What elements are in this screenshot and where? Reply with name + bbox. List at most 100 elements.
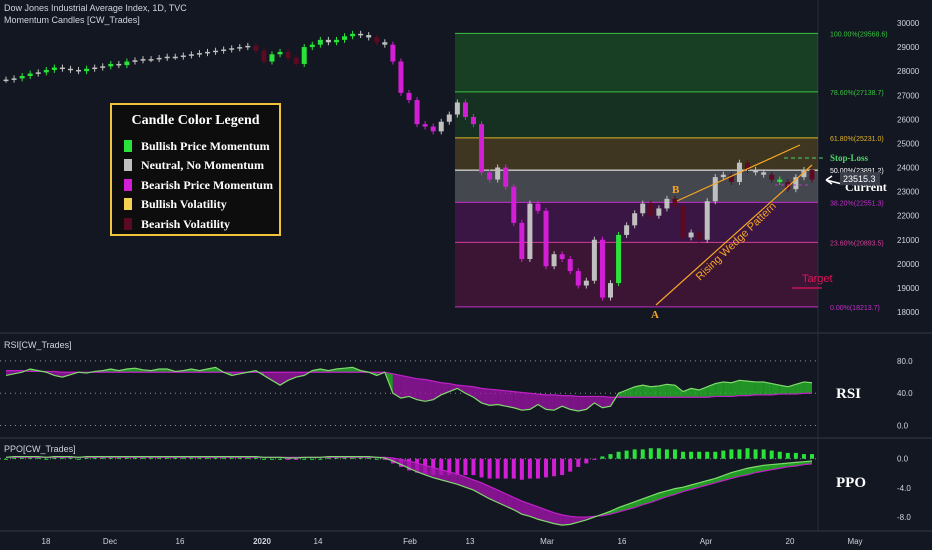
candle-body bbox=[406, 92, 412, 101]
candle-body bbox=[76, 69, 82, 72]
legend-item-bearish-volatility: Bearish Volatility bbox=[124, 217, 230, 232]
ppo-histogram-bar bbox=[471, 458, 476, 476]
candle-body bbox=[253, 45, 259, 51]
candle-body bbox=[213, 50, 219, 53]
target-label: Target bbox=[802, 273, 833, 285]
rsi-fill bbox=[271, 372, 281, 386]
ppo-fill bbox=[755, 465, 764, 473]
price-tick-label: 29000 bbox=[897, 43, 920, 52]
ppo-fill bbox=[674, 487, 684, 495]
candle-body bbox=[688, 232, 694, 238]
ppo-histogram-bar bbox=[68, 457, 73, 459]
fib-level-label: 38.20%(22551.3) bbox=[830, 200, 884, 207]
candle-body bbox=[680, 206, 686, 238]
ppo-histogram-bar bbox=[810, 454, 814, 459]
ppo-histogram-bar bbox=[745, 448, 750, 459]
rsi-fill bbox=[683, 388, 692, 398]
candle-body bbox=[140, 59, 146, 61]
legend-swatch bbox=[124, 140, 132, 152]
rsi-fill bbox=[457, 385, 466, 394]
rsi-fill bbox=[159, 369, 168, 373]
ppo-histogram-bar bbox=[648, 448, 653, 459]
ppo-histogram-bar bbox=[302, 458, 307, 460]
candle-body bbox=[59, 67, 65, 70]
ppo-histogram-bar bbox=[753, 449, 758, 459]
ppo-histogram-bar bbox=[697, 451, 702, 459]
ppo-histogram-bar bbox=[20, 457, 25, 459]
rsi-fill bbox=[779, 385, 788, 395]
legend-label: Bearish Price Momentum bbox=[141, 178, 273, 192]
fib-zone bbox=[455, 33, 818, 92]
ppo-histogram-bar bbox=[487, 458, 492, 479]
rsi-signal-line bbox=[6, 370, 812, 398]
candle-body bbox=[366, 35, 372, 38]
ppo-histogram-bar bbox=[527, 458, 532, 479]
wedge-lower-line bbox=[655, 164, 813, 306]
candle-body bbox=[535, 203, 541, 211]
candle-body bbox=[382, 42, 388, 45]
price-tick-label: 19000 bbox=[897, 284, 920, 293]
candle-body bbox=[438, 121, 444, 132]
candle-body bbox=[374, 37, 380, 43]
candle-body bbox=[132, 60, 138, 62]
candle-body bbox=[342, 36, 348, 40]
candle-body bbox=[205, 51, 210, 54]
legend-swatch bbox=[124, 179, 132, 191]
date-tick-label: Feb bbox=[403, 537, 417, 546]
ppo-fill bbox=[513, 497, 522, 515]
price-tick-label: 21000 bbox=[897, 236, 920, 245]
wedge-upper-line bbox=[676, 144, 801, 202]
ppo-histogram-bar bbox=[374, 458, 379, 460]
candle-body bbox=[301, 47, 307, 64]
ppo-histogram-bar bbox=[552, 458, 557, 477]
rsi-fill bbox=[747, 381, 756, 396]
rsi-fill bbox=[505, 390, 514, 408]
legend-label: Neutral, No Momentum bbox=[141, 158, 264, 172]
candle-body bbox=[277, 51, 283, 55]
candle-body bbox=[527, 203, 533, 260]
ppo-histogram-bar bbox=[269, 458, 274, 460]
fib-level-label: 0.00%(18213.7) bbox=[830, 305, 880, 312]
ppo-histogram-bar bbox=[310, 458, 315, 460]
fib-zone bbox=[455, 91, 818, 138]
ppo-histogram-bar bbox=[173, 457, 178, 459]
candle-body bbox=[575, 271, 581, 286]
ppo-histogram-bar bbox=[664, 449, 669, 459]
rsi-fill bbox=[691, 388, 700, 398]
ppo-histogram-bar bbox=[479, 458, 484, 478]
rsi-fill bbox=[586, 396, 595, 410]
candle-body bbox=[479, 124, 485, 173]
candle-body bbox=[656, 208, 662, 216]
candle-body bbox=[172, 56, 178, 59]
ppo-histogram-bar bbox=[294, 458, 299, 460]
ppo-histogram-bar bbox=[181, 457, 186, 459]
ppo-histogram-bar bbox=[157, 457, 162, 459]
rsi-fill bbox=[400, 375, 409, 399]
ppo-histogram-bar bbox=[463, 458, 468, 476]
ppo-histogram-bar bbox=[737, 449, 742, 459]
candle-body bbox=[350, 33, 356, 37]
candle-body bbox=[801, 169, 807, 178]
ppo-histogram-bar bbox=[108, 457, 113, 459]
rsi-fill bbox=[707, 383, 716, 398]
candle-body bbox=[519, 222, 525, 260]
candle-body bbox=[317, 39, 323, 45]
chart-title: Dow Jones Industrial Average Index, 1D, … bbox=[4, 3, 187, 13]
legend-label: Bearish Volatility bbox=[141, 217, 231, 231]
point-a-label: A bbox=[651, 309, 659, 321]
candle-body bbox=[156, 57, 162, 60]
fib-level-label: 50.00%(23891.2) bbox=[830, 168, 884, 175]
date-tick-label: 13 bbox=[466, 537, 475, 546]
price-tick-label: 25000 bbox=[897, 139, 920, 148]
ppo-histogram-bar bbox=[237, 457, 242, 459]
rsi-tick-label: 80.0 bbox=[897, 357, 913, 366]
ppo-histogram-bar bbox=[12, 457, 17, 459]
ppo-histogram-bar bbox=[632, 449, 637, 459]
price-tick-label: 24000 bbox=[897, 164, 920, 173]
ppo-histogram-bar bbox=[318, 458, 323, 460]
candle-body bbox=[664, 198, 670, 209]
candle-body bbox=[785, 181, 791, 190]
candle-body bbox=[124, 61, 130, 66]
ppo-fill bbox=[417, 463, 426, 475]
candle-body bbox=[696, 232, 702, 240]
